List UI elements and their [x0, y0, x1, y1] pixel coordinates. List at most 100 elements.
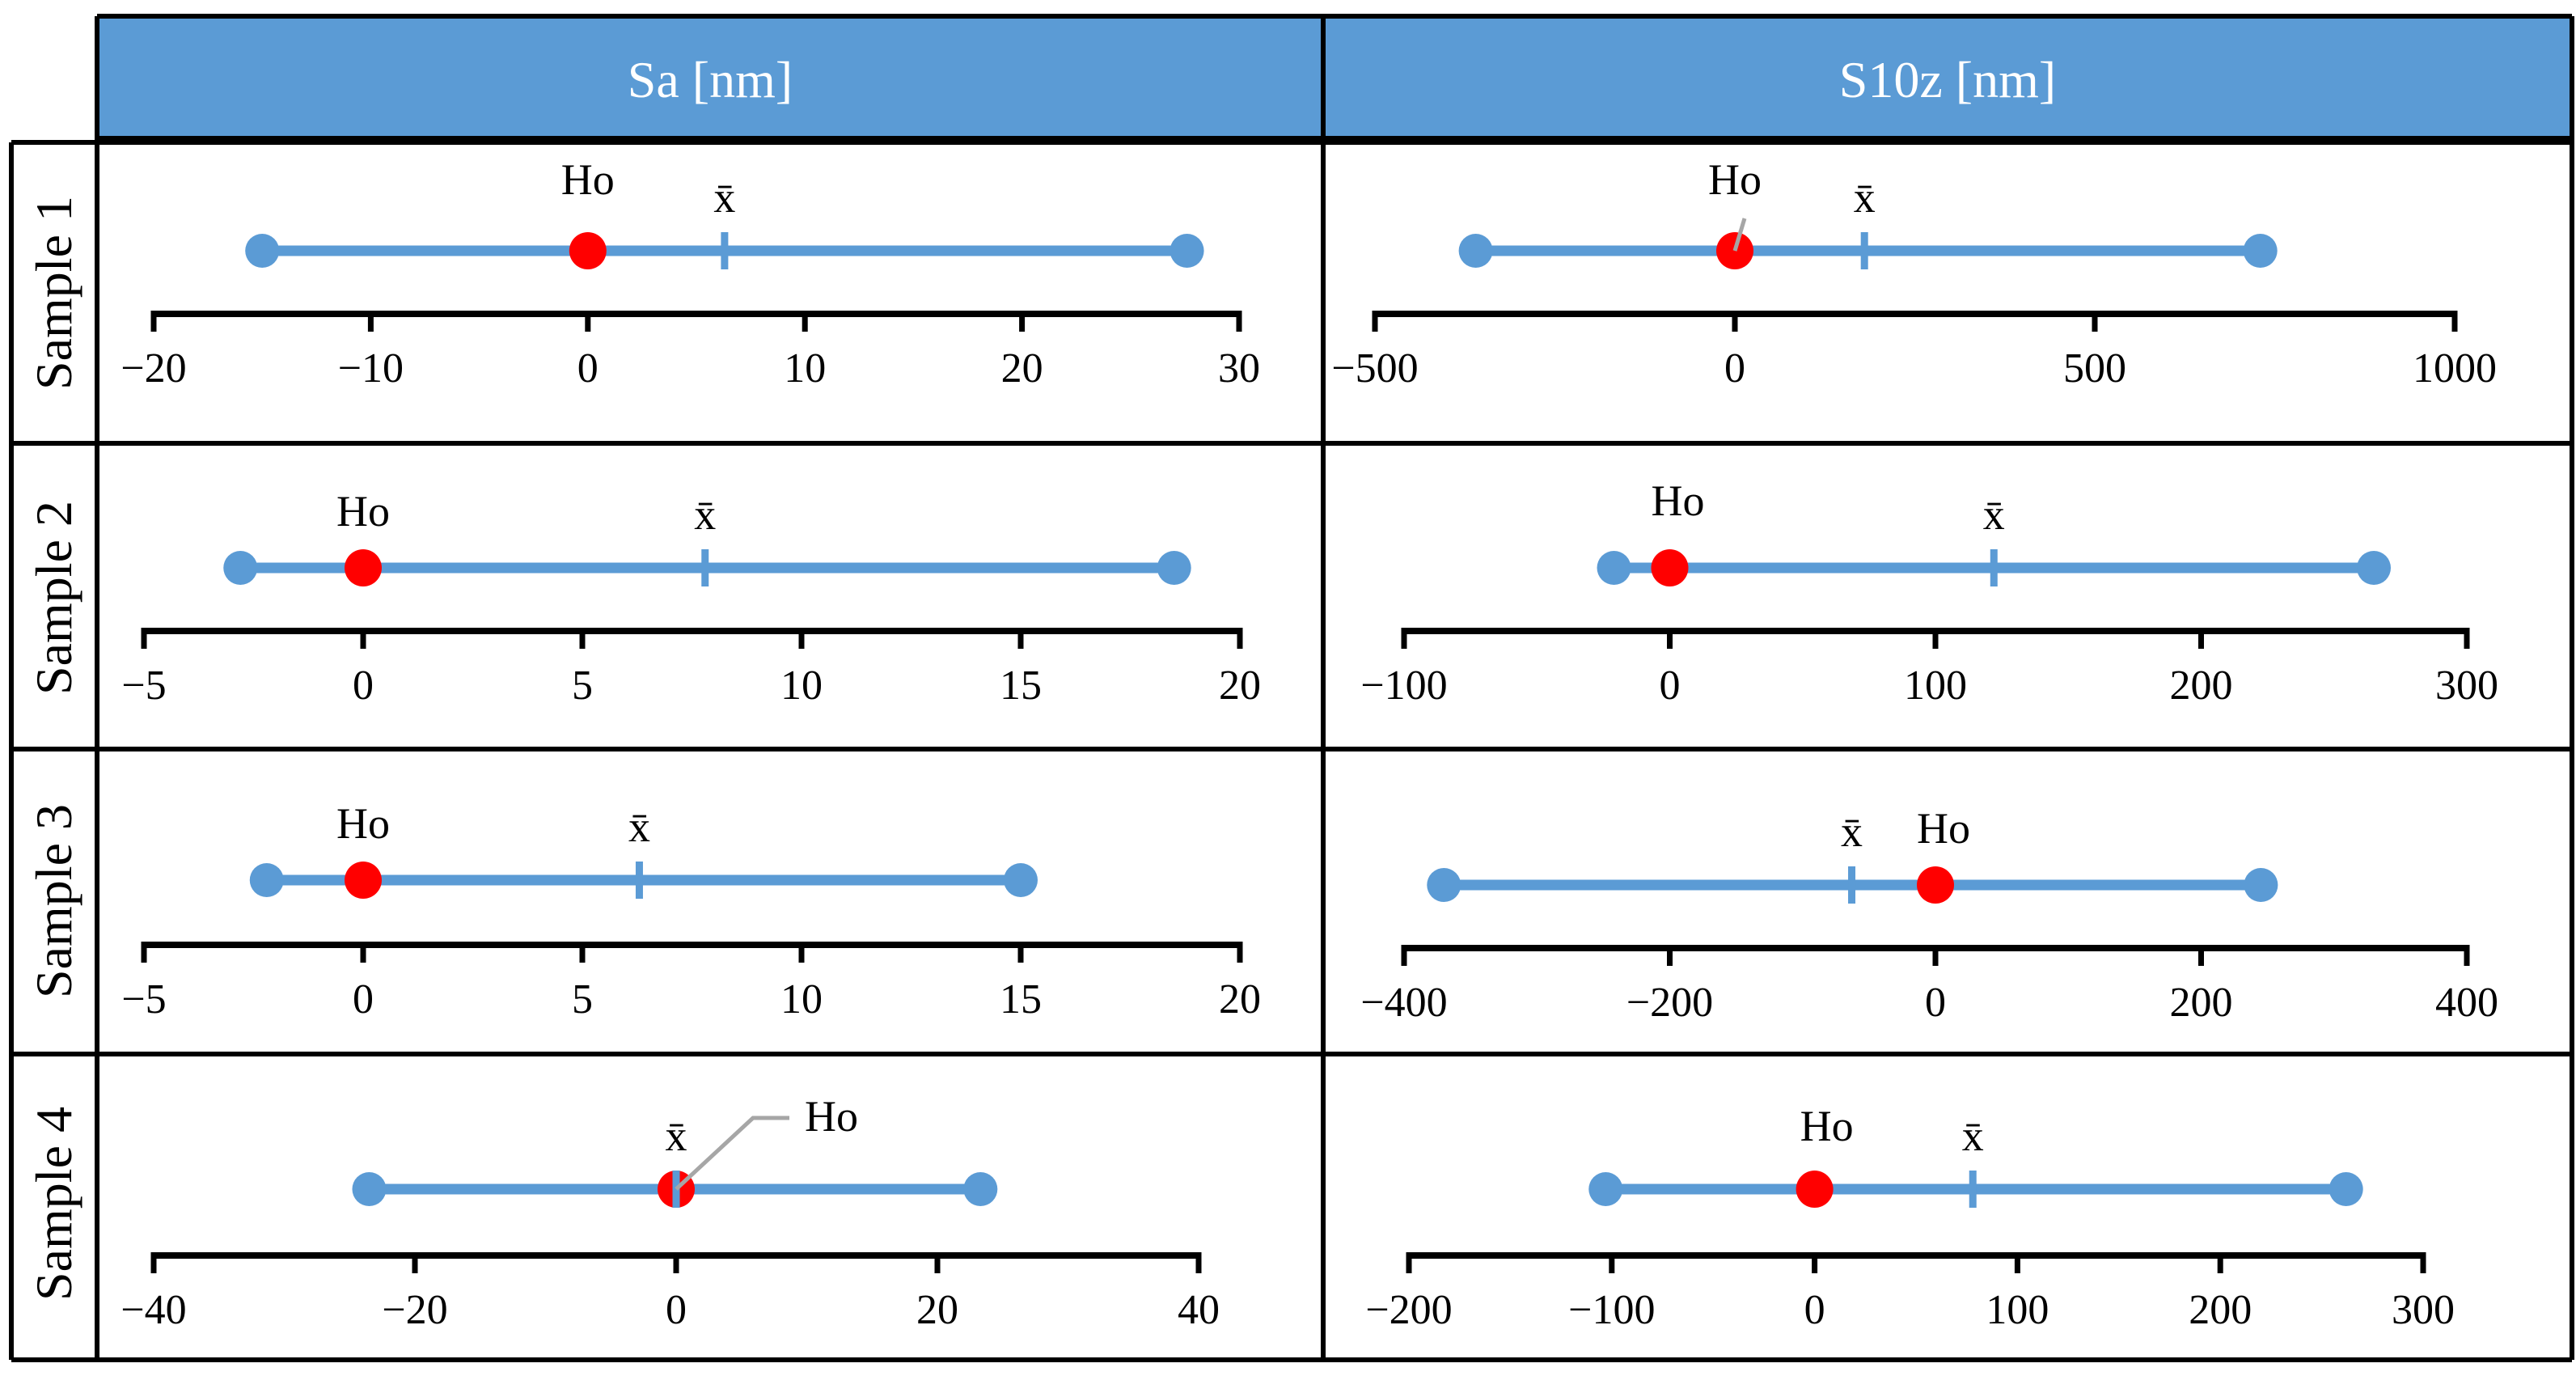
ho-label: Ho [1708, 155, 1762, 204]
tick-label: 15 [1000, 663, 1042, 709]
ho-label: Ho [1652, 476, 1705, 525]
tick-label: 5 [572, 976, 593, 1022]
header-background-sa [97, 16, 1323, 138]
mean-label: x̄ [1983, 490, 2005, 539]
mean-label: x̄ [628, 802, 650, 851]
mean-label: x̄ [1841, 807, 1863, 856]
tick-label: −20 [121, 345, 186, 392]
range-max-point [2244, 868, 2278, 902]
tick-label: 1000 [2413, 345, 2497, 392]
range-min-point [223, 551, 258, 585]
header-background-s10z [1323, 16, 2572, 138]
tick-label: 0 [353, 663, 374, 709]
range-min-point [1588, 1172, 1623, 1206]
range-min-point [249, 863, 284, 897]
ho-point [1917, 866, 1954, 904]
ho-label: Ho [561, 155, 615, 204]
tick-label: −100 [1568, 1287, 1655, 1333]
range-max-point [2357, 551, 2392, 585]
tick-label: −100 [1360, 663, 1447, 709]
panel-2: −500 0 500 1000 x̄ Ho [1331, 155, 2497, 392]
mean-label: x̄ [1962, 1111, 1984, 1160]
range-min-point [245, 234, 280, 268]
panel-6: −400 −200 0 200 400 x̄ Ho [1360, 804, 2498, 1026]
mean-label: x̄ [694, 490, 716, 539]
row-label-sample-2: Sample 2 [25, 501, 82, 695]
tick-label: 0 [1660, 663, 1681, 709]
ho-label: Ho [1917, 804, 1970, 853]
tick-label: 5 [572, 663, 593, 709]
tick-label: −200 [1365, 1287, 1452, 1333]
ho-label: Ho [1800, 1102, 1854, 1150]
ho-point [1796, 1171, 1834, 1208]
tick-label: −200 [1626, 980, 1713, 1026]
tick-label: 200 [2189, 1287, 2252, 1333]
tick-label: −20 [382, 1287, 447, 1333]
panel-1: −20 −10 0 10 20 30 x̄ Ho [121, 155, 1260, 392]
tick-label: 500 [2063, 345, 2126, 392]
tick-label: 300 [2392, 1287, 2455, 1333]
tick-label: 0 [1925, 980, 1946, 1026]
mean-label: x̄ [713, 173, 735, 222]
tick-label: 20 [1219, 976, 1261, 1022]
tick-label: 0 [353, 976, 374, 1022]
panel-3: −5 0 5 10 15 20 x̄ Ho [121, 487, 1261, 709]
panel-7: −40 −20 0 20 40 x̄ Ho [121, 1092, 1220, 1333]
panel-8: −200 −100 0 100 200 300 x̄ Ho [1365, 1102, 2455, 1333]
mean-label: x̄ [666, 1111, 687, 1160]
ho-point [345, 862, 382, 899]
tick-label: −40 [121, 1287, 186, 1333]
ho-point [569, 232, 607, 269]
ho-leader-line [1732, 218, 1747, 252]
mean-label: x̄ [1854, 173, 1876, 222]
panel-5: −5 0 5 10 15 20 x̄ Ho [121, 799, 1261, 1022]
row-label-sample-4: Sample 4 [25, 1107, 82, 1301]
ho-label: Ho [805, 1092, 858, 1141]
tick-label: −5 [121, 663, 166, 709]
tick-label: 200 [2170, 980, 2233, 1026]
tick-label: 20 [1001, 345, 1043, 392]
column-header-s10z: S10z [nm] [1839, 51, 2056, 108]
tick-label: −500 [1331, 345, 1418, 392]
ho-point [345, 549, 382, 586]
range-max-point [963, 1172, 998, 1206]
tick-label: −10 [338, 345, 404, 392]
range-min-point [1597, 551, 1631, 585]
tick-label: 10 [784, 345, 826, 392]
tick-label: 0 [666, 1287, 687, 1333]
tick-label: 40 [1178, 1287, 1220, 1333]
tick-label: 400 [2435, 980, 2498, 1026]
tick-label: 200 [2170, 663, 2233, 709]
tick-label: 100 [1986, 1287, 2049, 1333]
tick-label: 0 [1724, 345, 1745, 392]
row-label-sample-1: Sample 1 [25, 196, 82, 390]
ho-label: Ho [336, 799, 390, 848]
tick-label: 15 [1000, 976, 1042, 1022]
column-header-sa: Sa [nm] [628, 51, 793, 108]
range-max-point [1004, 863, 1038, 897]
tick-label: 300 [2435, 663, 2498, 709]
table-grid [9, 14, 2574, 1362]
tick-label: −400 [1360, 980, 1447, 1026]
range-max-point [2243, 234, 2278, 268]
tick-label: 20 [916, 1287, 958, 1333]
range-min-point [1427, 868, 1461, 902]
ho-leader-line [675, 1116, 789, 1191]
tick-label: 0 [1804, 1287, 1825, 1333]
ho-point [1651, 549, 1689, 586]
row-label-sample-3: Sample 3 [25, 804, 82, 998]
tick-label: 10 [780, 663, 823, 709]
tick-label: 0 [577, 345, 599, 392]
tick-label: 10 [780, 976, 823, 1022]
ho-label: Ho [336, 487, 390, 536]
range-max-point [1157, 551, 1191, 585]
panel-4: −100 0 100 200 300 x̄ Ho [1360, 476, 2498, 709]
tick-label: 100 [1904, 663, 1967, 709]
tick-label: −5 [121, 976, 166, 1022]
tick-label: 20 [1219, 663, 1261, 709]
range-max-point [1170, 234, 1204, 268]
range-max-point [2329, 1172, 2363, 1206]
tick-label: 30 [1218, 345, 1260, 392]
